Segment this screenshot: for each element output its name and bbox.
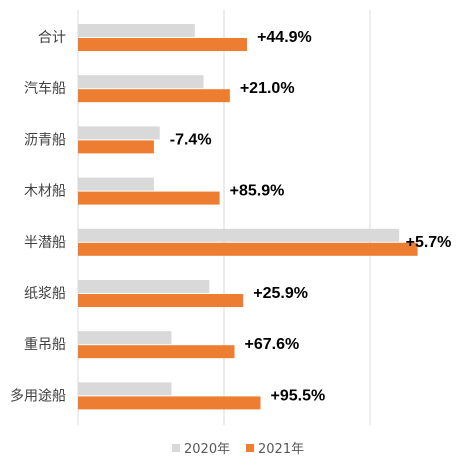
- bar-2020-0: [78, 24, 195, 37]
- bar-2021-3: [78, 191, 220, 205]
- change-label-6: +67.6%: [245, 336, 300, 353]
- category-label-2: 沥青船: [24, 132, 66, 148]
- legend-label-2020: 2020年: [184, 442, 230, 457]
- bar-2020-6: [78, 331, 172, 345]
- category-label-4: 半潜船: [24, 235, 66, 251]
- change-label-2: -7.4%: [170, 131, 212, 148]
- change-label-7: +95.5%: [271, 387, 326, 404]
- legend-label-2021: 2021年: [258, 442, 304, 457]
- bar-2020-1: [78, 75, 204, 89]
- change-labels: +44.9% +21.0% -7.4% +85.9% +5.7% +25.9% +67.6%…: [170, 29, 452, 404]
- legend: 2020年 2021年: [172, 442, 304, 457]
- legend-swatch-2021: [246, 444, 254, 452]
- change-label-3: +85.9%: [230, 183, 285, 200]
- category-label-5: 纸浆船: [24, 286, 66, 302]
- category-label-7: 多用途船: [10, 387, 66, 404]
- change-label-5: +25.9%: [253, 285, 308, 302]
- bar-2021-2: [78, 140, 154, 154]
- bar-2020-4: [78, 228, 400, 242]
- change-label-4: +5.7%: [406, 234, 452, 251]
- bar-2021-7: [78, 396, 261, 410]
- bar-2021-4: [78, 242, 418, 256]
- bar-2020-3: [78, 177, 154, 191]
- change-label-1: +21.0%: [240, 80, 295, 97]
- bar-2021-5: [78, 294, 244, 307]
- bar-2020-5: [78, 280, 210, 293]
- bar-2021-0: [78, 38, 248, 51]
- change-label-0: +44.9%: [257, 29, 312, 46]
- bar-2020-7: [78, 382, 172, 396]
- bar-2020-2: [78, 126, 160, 140]
- bar-2021-6: [78, 345, 235, 359]
- category-label-6: 重吊船: [24, 337, 66, 353]
- category-label-0: 合计: [38, 30, 66, 46]
- category-label-1: 汽车船: [24, 80, 66, 97]
- bar-2021-1: [78, 89, 230, 103]
- legend-swatch-2020: [172, 444, 180, 452]
- bars: [78, 24, 418, 410]
- category-label-3: 木材船: [24, 184, 66, 200]
- gridlines: [77, 10, 371, 425]
